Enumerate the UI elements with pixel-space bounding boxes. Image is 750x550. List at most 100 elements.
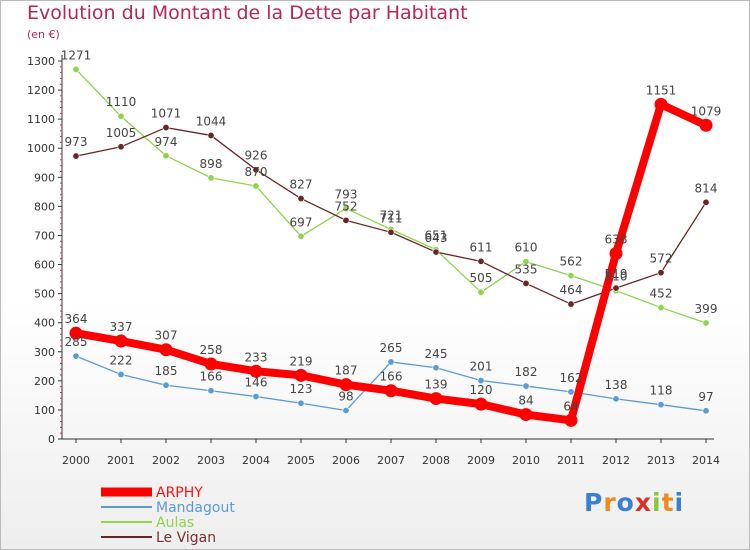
data-point: [699, 118, 713, 132]
data-label: 84: [518, 394, 533, 408]
data-point: [159, 343, 173, 357]
data-point: [387, 228, 395, 236]
data-label: 166: [200, 370, 223, 384]
y-tick-label: 900: [34, 171, 55, 184]
data-point: [612, 284, 620, 292]
data-point: [297, 399, 305, 407]
data-label: 118: [650, 384, 673, 398]
legend-label: ARPHY: [156, 485, 203, 501]
y-tick-label: 700: [34, 229, 55, 242]
data-point: [342, 216, 350, 224]
data-point: [432, 364, 440, 372]
data-label: 752: [335, 199, 358, 213]
data-point: [342, 204, 350, 212]
data-label: 711: [380, 211, 403, 225]
data-point: [432, 248, 440, 256]
data-point: [69, 326, 83, 340]
data-label: 166: [380, 370, 403, 384]
data-point: [702, 319, 710, 327]
data-point: [72, 352, 80, 360]
chart-title: Evolution du Montant de la Dette par Hab…: [27, 2, 468, 24]
data-label: 201: [470, 360, 493, 374]
data-point: [477, 257, 485, 265]
data-point: [567, 300, 575, 308]
data-point: [117, 370, 125, 378]
x-tick-label: 2000: [62, 454, 90, 467]
data-point: [339, 378, 353, 392]
x-tick-label: 2003: [197, 454, 225, 467]
data-label: 510: [605, 270, 628, 284]
data-label: 697: [290, 215, 313, 229]
data-label: 611: [470, 240, 493, 254]
data-label: 265: [380, 341, 403, 355]
legend-label: Aulas: [156, 515, 194, 531]
data-label: 233: [245, 350, 268, 364]
data-point: [654, 97, 668, 111]
legend-label: Mandagout: [156, 500, 235, 516]
x-tick-label: 2009: [467, 454, 495, 467]
y-tick-label: 200: [34, 375, 55, 388]
data-label: 1044: [196, 114, 227, 128]
data-point: [207, 387, 215, 395]
data-point: [252, 393, 260, 401]
data-label: 643: [425, 231, 448, 245]
data-label: 337: [110, 320, 133, 334]
data-label: 399: [695, 302, 718, 316]
data-label: 182: [515, 365, 538, 379]
data-point: [522, 382, 530, 390]
data-label: 898: [200, 157, 223, 171]
data-labels: 285 222 185 166 146 123 98 265 245 201 182 162 138 11…: [61, 48, 722, 413]
data-point: [612, 395, 620, 403]
data-label: 814: [695, 181, 718, 195]
data-point: [519, 408, 533, 422]
data-point: [384, 384, 398, 398]
y-tick-label: 400: [34, 317, 55, 330]
data-point: [117, 143, 125, 151]
x-tick-label: 2014: [692, 454, 720, 467]
data-label: 139: [425, 378, 448, 392]
data-point: [477, 377, 485, 385]
y-tick-label: 1100: [27, 113, 55, 126]
data-label: 138: [605, 378, 628, 392]
y-tick-label: 1300: [27, 55, 55, 68]
data-point: [429, 392, 443, 406]
y-tick-label: 500: [34, 288, 55, 301]
series-points: [69, 65, 713, 427]
data-point: [297, 232, 305, 240]
data-point: [249, 364, 263, 378]
data-point: [162, 152, 170, 160]
data-point: [657, 401, 665, 409]
data-label: 258: [200, 343, 223, 357]
data-point: [297, 195, 305, 203]
data-label: 610: [515, 241, 538, 255]
data-label: 187: [335, 364, 358, 378]
data-label: 721: [380, 208, 403, 222]
data-label: 1110: [106, 95, 137, 109]
data-point: [162, 381, 170, 389]
data-label: 452: [650, 287, 673, 301]
data-label: 793: [335, 187, 358, 201]
y-tick-label: 600: [34, 259, 55, 272]
data-label: 562: [560, 255, 583, 269]
data-label: 97: [698, 390, 713, 404]
data-label: 185: [155, 364, 178, 378]
x-tick-label: 2008: [422, 454, 450, 467]
data-label: 123: [290, 382, 313, 396]
data-point: [567, 388, 575, 396]
x-tick-label: 2012: [602, 454, 630, 467]
data-point: [117, 112, 125, 120]
data-label: 162: [560, 371, 583, 385]
data-point: [72, 152, 80, 160]
y-tick-label: 300: [34, 346, 55, 359]
data-point: [72, 65, 80, 73]
data-label: 926: [245, 149, 268, 163]
data-label: 364: [65, 312, 88, 326]
data-point: [114, 334, 128, 348]
y-tick-label: 1000: [27, 142, 55, 155]
data-label: 146: [245, 376, 268, 390]
data-point: [477, 288, 485, 296]
data-label: 572: [650, 252, 673, 266]
data-label: 505: [470, 271, 493, 285]
